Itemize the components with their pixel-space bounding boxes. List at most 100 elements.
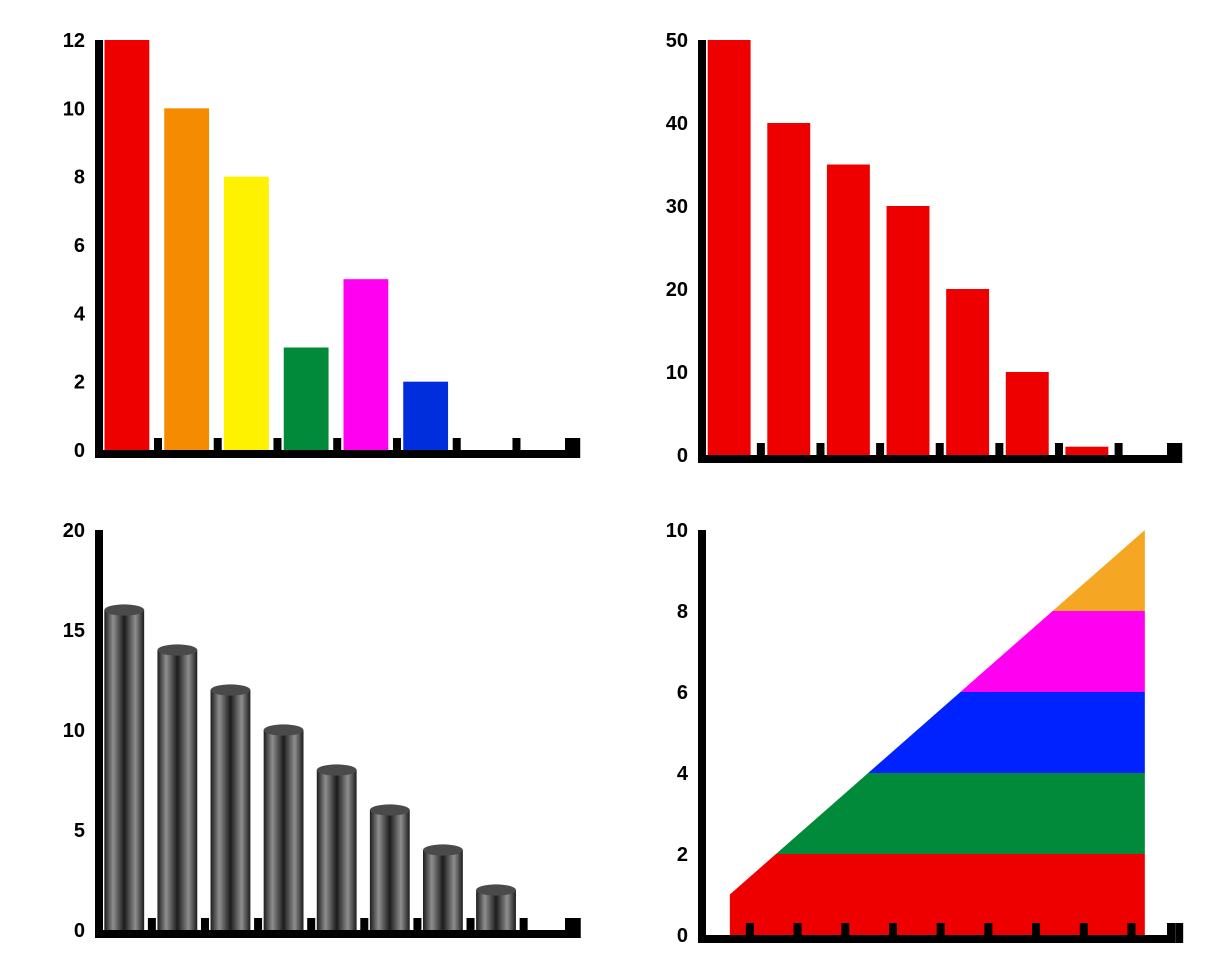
bar [827, 165, 870, 456]
x-axis-end-tick [565, 438, 573, 458]
y-axis [95, 40, 103, 458]
bar-cap [476, 884, 516, 895]
x-tick [816, 443, 824, 463]
x-tick [254, 918, 262, 938]
chart-grid: 024681012 01020304050 05101520 0246810 [0, 0, 1225, 980]
y-tick-label: 50 [666, 30, 688, 52]
chart-bottom-right: 0 2 4 6 8 10 [643, 520, 1185, 960]
x-tick [214, 438, 222, 458]
area-band [728, 773, 1147, 854]
bar-cap [264, 724, 304, 735]
bar-cap [157, 644, 197, 655]
x-tick [360, 918, 368, 938]
x-tick [984, 923, 992, 943]
x-tick [1175, 923, 1183, 943]
x-axis-end-tick [1167, 443, 1175, 463]
x-tick [148, 918, 156, 938]
x-tick [936, 443, 944, 463]
bar-cap [423, 844, 463, 855]
y-tick-label: 2 [74, 372, 85, 394]
y-tick-label: 20 [63, 520, 85, 542]
x-tick [520, 918, 528, 938]
y-tick-label: 10 [63, 98, 85, 120]
x-tick [1055, 443, 1063, 463]
x-tick [201, 918, 209, 938]
x-axis [95, 930, 573, 938]
chart-bottom-left: 05101520 [40, 520, 583, 960]
x-tick [273, 438, 281, 458]
bar [164, 108, 209, 450]
x-tick [794, 923, 802, 943]
x-tick [937, 923, 945, 943]
bar [264, 730, 304, 930]
x-tick [393, 438, 401, 458]
bar [224, 177, 269, 450]
y-axis [698, 530, 706, 943]
x-tick [1115, 443, 1123, 463]
x-tick [889, 923, 897, 943]
stacked-area [728, 530, 1147, 935]
y-tick-label: 0 [74, 440, 85, 462]
x-tick [1174, 443, 1182, 463]
x-tick [333, 438, 341, 458]
x-axis-end-tick [1167, 923, 1175, 943]
y-tick-label: 20 [666, 279, 688, 301]
y-tick-label: 4 [74, 303, 86, 325]
x-tick [572, 438, 580, 458]
bar-cap [104, 604, 144, 615]
y-tick-label: 40 [666, 113, 688, 135]
bar [284, 348, 329, 451]
y-tick-label: 12 [63, 30, 85, 52]
y-tick-label: 0 [677, 925, 688, 947]
area-band [728, 692, 1147, 773]
bar [1006, 372, 1049, 455]
x-tick [757, 443, 765, 463]
bar [423, 850, 463, 930]
y-tick-label: 10 [666, 362, 688, 384]
bar [370, 810, 410, 930]
y-tick-label: 4 [677, 763, 689, 785]
bar [343, 279, 388, 450]
x-tick [1080, 923, 1088, 943]
y-axis [698, 40, 706, 463]
x-tick [467, 918, 475, 938]
x-tick [1127, 923, 1135, 943]
y-tick-label: 6 [677, 682, 688, 704]
y-tick-label: 2 [677, 844, 688, 866]
bar-cap [211, 684, 251, 695]
y-tick-label: 8 [74, 167, 85, 189]
bar-cap [370, 804, 410, 815]
x-tick [307, 918, 315, 938]
x-axis-end-tick [565, 918, 573, 938]
bar [403, 382, 448, 450]
x-tick [453, 438, 461, 458]
bar [476, 890, 516, 930]
y-tick-label: 8 [677, 601, 688, 623]
bar [708, 40, 751, 455]
y-tick-label: 15 [63, 620, 85, 642]
x-tick [995, 443, 1003, 463]
x-tick [413, 918, 421, 938]
x-tick [1032, 923, 1040, 943]
chart-top-right: 01020304050 [643, 30, 1185, 480]
chart-top-left: 0 2 4 6 8 10 12 [40, 30, 583, 480]
bar [1065, 447, 1108, 455]
y-tick-label: 5 [74, 820, 85, 842]
y-tick-label: 0 [74, 920, 85, 942]
bar [946, 289, 989, 455]
y-tick-label: 10 [666, 520, 688, 542]
y-tick-label: 6 [74, 235, 85, 257]
x-tick [573, 918, 581, 938]
x-tick [876, 443, 884, 463]
y-tick-label: 30 [666, 196, 688, 218]
x-tick [841, 923, 849, 943]
bar [157, 650, 197, 930]
y-axis [95, 530, 103, 938]
bar [767, 123, 810, 455]
x-tick [512, 438, 520, 458]
bar [104, 610, 144, 930]
x-axis [698, 935, 1175, 943]
bar [887, 206, 930, 455]
bar-cap [317, 764, 357, 775]
bar [104, 40, 149, 450]
